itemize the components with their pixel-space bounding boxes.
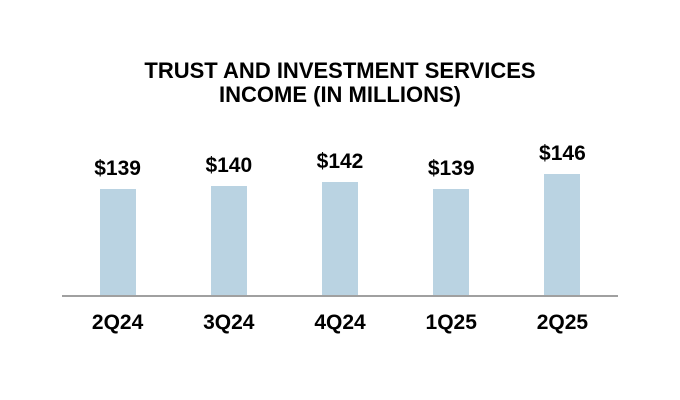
x-axis-label-2Q24: 2Q24 [91,311,144,334]
chart-title-line-1: TRUST AND INVESTMENT SERVICES [144,58,536,83]
x-axis-label-2Q25: 2Q25 [536,311,589,334]
x-axis-line [62,295,618,297]
bar-group: $139 [62,158,173,295]
x-axis-label-3Q24: 3Q24 [203,311,255,334]
bar-2Q25 [544,174,581,295]
bar-value-label: $139 [94,156,141,180]
bar-4Q24 [322,182,358,295]
bar-3Q24 [210,186,247,295]
chart-title: TRUST AND INVESTMENT SERVICES INCOME (IN… [0,59,680,107]
bar-group: $140 [173,155,284,295]
bar-value-label: $139 [427,156,475,180]
chart-title-line-2: INCOME (IN MILLIONS) [219,82,461,107]
bar-group: $142 [284,151,395,295]
bar-group: $139 [396,158,507,295]
bar-value-label: $140 [205,154,253,178]
bar-group: $146 [507,143,618,295]
plot-area: $139 $140 $142 $139 $146 [62,143,618,295]
x-axis-label-4Q24: 4Q24 [314,311,366,334]
bar-2Q24 [99,188,136,295]
bar-value-label: $146 [539,142,586,166]
bar-1Q25 [433,188,470,295]
bar-value-label: $142 [316,150,364,174]
x-axis-labels: 2Q24 3Q24 4Q24 1Q25 2Q25 [62,310,618,335]
x-axis-label-1Q25: 1Q25 [425,311,477,334]
